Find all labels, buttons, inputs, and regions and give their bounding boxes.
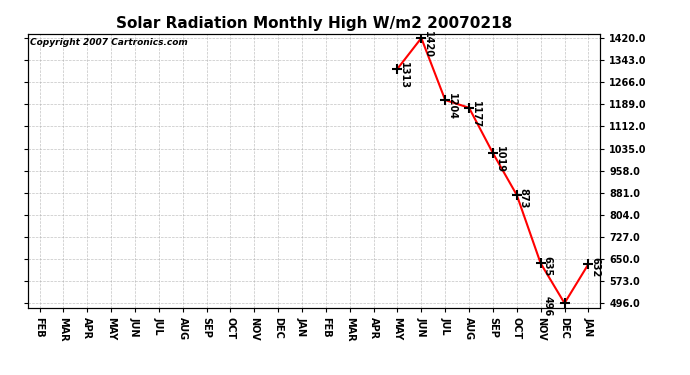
- Text: 1420: 1420: [423, 31, 433, 58]
- Text: Copyright 2007 Cartronics.com: Copyright 2007 Cartronics.com: [30, 38, 188, 47]
- Text: 496: 496: [543, 296, 553, 316]
- Text: 635: 635: [542, 256, 553, 277]
- Text: 632: 632: [591, 257, 600, 278]
- Text: 873: 873: [519, 188, 529, 209]
- Text: 1019: 1019: [495, 146, 505, 173]
- Text: 1313: 1313: [400, 62, 409, 89]
- Title: Solar Radiation Monthly High W/m2 20070218: Solar Radiation Monthly High W/m2 200702…: [116, 16, 512, 31]
- Text: 1177: 1177: [471, 101, 481, 128]
- Text: 1204: 1204: [447, 93, 457, 120]
